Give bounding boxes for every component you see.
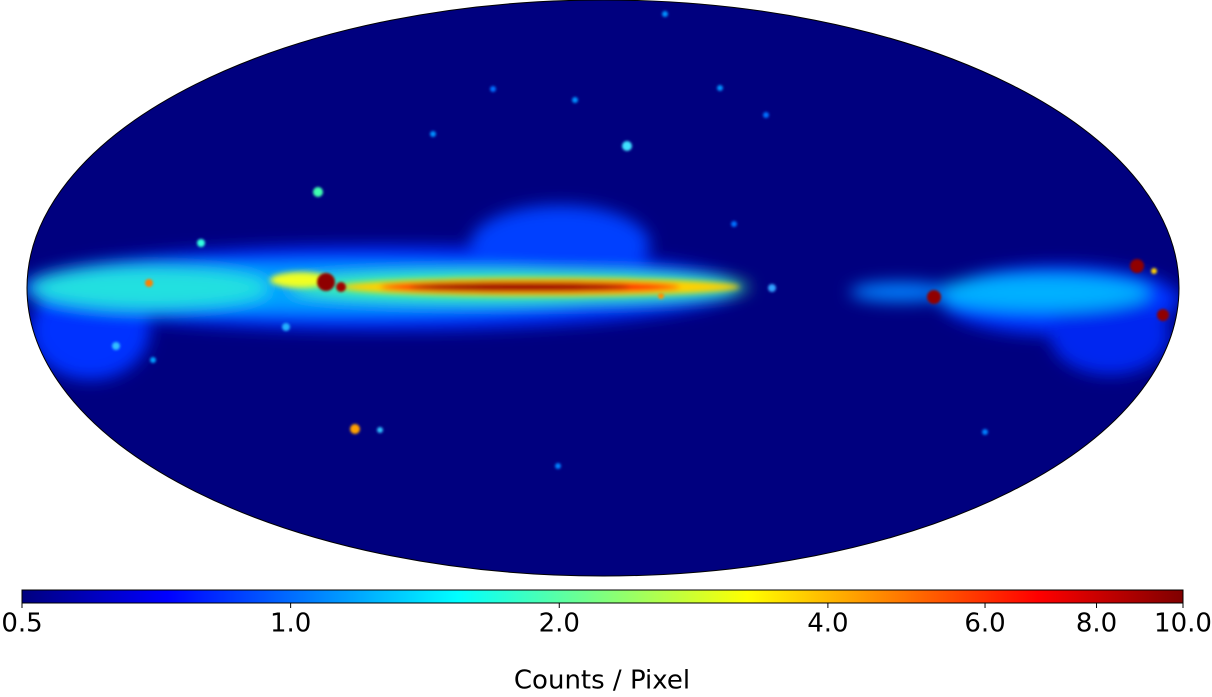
colorbar-tick-label: 8.0 bbox=[1076, 609, 1117, 639]
colorbar bbox=[21, 589, 1184, 604]
colorbar-tick-label: 0.5 bbox=[1, 609, 42, 639]
colorbar-tick-label: 1.0 bbox=[270, 609, 311, 639]
map-outline bbox=[26, 0, 1180, 577]
colorbar-tick-label: 2.0 bbox=[539, 609, 580, 639]
colorbar-tick-label: 6.0 bbox=[964, 609, 1005, 639]
colorbar-tick-label: 10.0 bbox=[1154, 609, 1212, 639]
colorbar-tick-label: 4.0 bbox=[807, 609, 848, 639]
colorbar-label: Counts / Pixel bbox=[514, 666, 690, 694]
sky-map bbox=[27, 0, 1179, 576]
